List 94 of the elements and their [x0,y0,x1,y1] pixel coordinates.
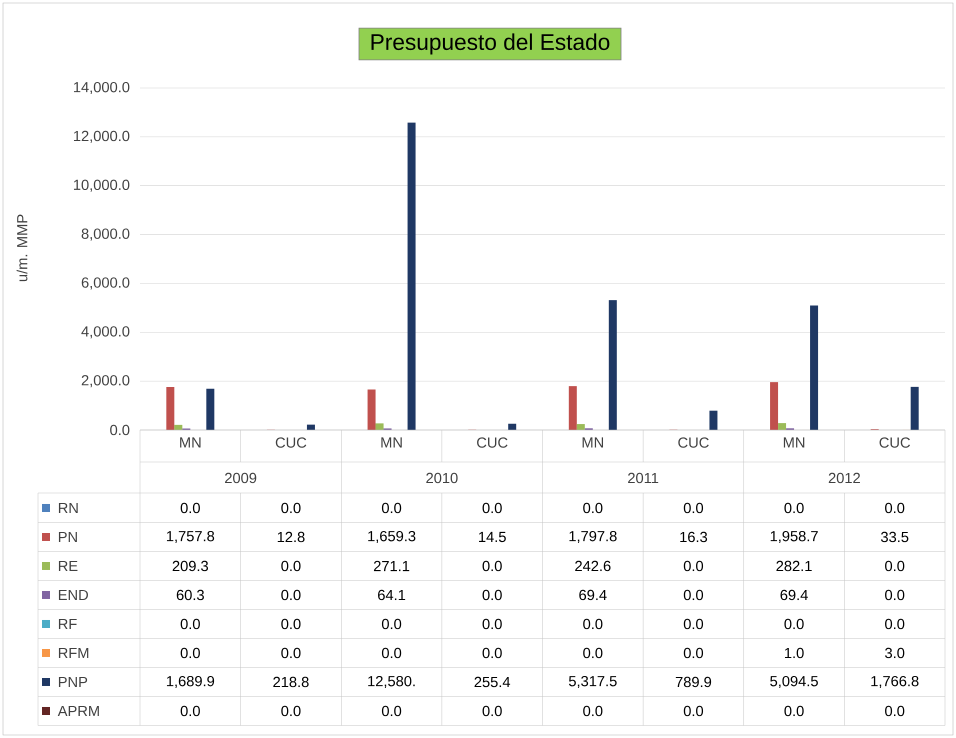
data-label: 0.0 [684,502,704,514]
data-label: 69.4 [780,590,808,600]
x-tick-label: CUC [880,437,910,448]
data-label: 0.0 [281,706,301,716]
data-label: 0.0 [885,560,904,572]
y-tick-label: 10,000.0 [74,180,130,192]
data-label: 0.0 [482,648,502,658]
x-tick-label: CUC [276,437,306,448]
data-label: 12.8 [278,532,305,542]
data-label: 0.0 [180,706,200,716]
data-label: 0.0 [784,706,804,716]
legend-label: PN [58,532,77,542]
data-label: 0.0 [885,706,904,716]
data-label: 0.0 [784,618,804,630]
data-label: 1,659.3 [368,530,416,544]
data-label: 0.0 [684,560,704,572]
legend-label: RE [58,560,78,572]
data-label: 16.3 [680,532,708,542]
data-label: 0.0 [684,706,704,716]
data-label: 60.3 [176,590,204,600]
data-label: 0.0 [180,502,200,514]
data-label: 209.3 [172,560,208,572]
y-tick-label: 2,000.0 [82,375,130,388]
data-label: 0.0 [482,560,502,572]
data-label: 0.0 [684,618,704,630]
data-label: 271.1 [374,560,410,572]
y-tick-label: 4,000.0 [81,326,130,338]
data-label: 0.0 [583,502,602,514]
data-label: 14.5 [479,532,506,542]
data-label: 0.0 [784,502,804,514]
data-label: 0.0 [482,618,502,630]
y-tick-label: 8,000.0 [82,228,130,241]
text: 2011 [628,472,658,484]
legend-label: RF [58,618,77,630]
text: 2009 [225,472,256,484]
data-label: 255.4 [474,676,510,688]
data-label: 3.0 [885,648,904,658]
y-axis-title: u/m. MMP [16,214,28,282]
x-tick-label: MN [582,437,604,448]
data-label: 0.0 [885,590,904,600]
data-label: 0.0 [281,648,301,658]
data-label: 0.0 [382,618,402,630]
data-label: 0.0 [684,648,704,658]
x-tick-label: MN [381,437,402,448]
data-label: 0.0 [482,502,502,514]
data-label: 1,797.8 [569,530,617,544]
data-label: 0.0 [382,706,402,716]
legend-label: RN [58,502,78,514]
text: 2012 [828,472,860,484]
chart-title: Presupuesto del Estado [372,33,610,55]
data-label: 0.0 [281,560,301,572]
x-tick-label: MN [180,437,201,448]
text: 2010 [426,472,458,484]
y-tick-label: 0.0 [110,424,130,436]
data-label: 0.0 [684,590,704,600]
legend-label: END [58,590,88,600]
data-label: 1,766.8 [871,676,919,688]
x-tick-label: MN [784,437,804,448]
data-label: 1.0 [784,648,804,658]
data-label: 0.0 [382,648,402,658]
data-label: 0.0 [482,706,502,716]
data-label: 69.4 [579,590,607,600]
data-label: 242.6 [575,560,611,572]
data-label: 5,094.5 [770,676,818,688]
data-label: 33.5 [880,532,908,542]
data-label: 0.0 [180,648,200,658]
data-label: 5,317.5 [568,676,617,688]
legend-label: APRM [58,706,99,716]
data-label: 1,958.7 [770,530,818,544]
data-label: 1,757.8 [166,530,214,544]
legend-label: RFM [58,648,88,658]
data-label: 0.0 [281,590,301,600]
data-label: 0.0 [180,618,200,630]
data-label: 12,580. [368,676,415,688]
x-tick-label: CUC [477,437,508,448]
x-tick-label: CUC [678,437,709,448]
data-label: 0.0 [583,648,602,658]
data-label: 0.0 [885,502,904,514]
data-label: 0.0 [583,706,602,716]
data-label: 1,689.9 [166,676,214,688]
data-label: 218.8 [273,676,309,688]
data-label: 0.0 [583,618,602,630]
data-label: 282.1 [776,560,812,572]
legend-label: PNP [58,676,88,688]
data-label: 0.0 [281,618,301,630]
data-label: 0.0 [281,502,301,514]
data-label: 0.0 [885,618,904,630]
data-label: 0.0 [482,590,502,600]
data-label: 64.1 [378,590,406,600]
data-label: 789.9 [676,676,712,688]
y-tick-label: 12,000.0 [74,130,130,143]
y-tick-label: 6,000.0 [82,277,130,290]
data-label: 0.0 [382,502,402,514]
y-tick-label: 14,000.0 [74,82,130,94]
